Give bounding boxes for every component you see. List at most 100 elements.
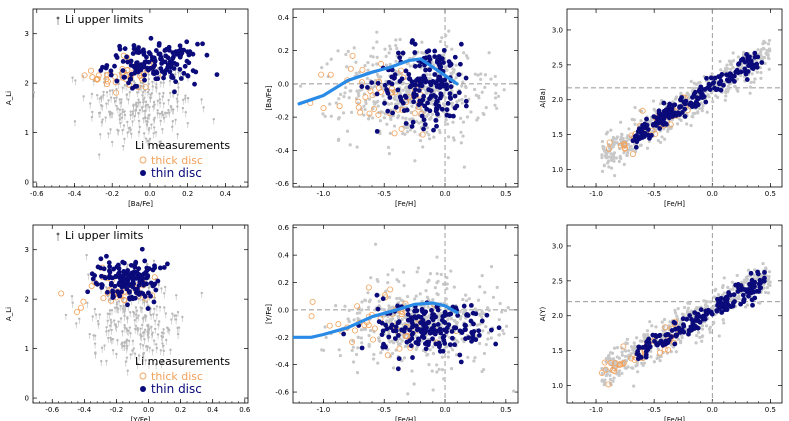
data-point-all <box>426 280 430 284</box>
upper-limit-point <box>110 338 113 341</box>
upper-limit-point <box>147 88 151 91</box>
plot-frame <box>566 224 783 404</box>
data-point-all <box>528 310 531 313</box>
data-point-thin-disc <box>386 334 392 340</box>
data-point-thin-disc <box>704 75 709 81</box>
data-point-all <box>404 116 408 121</box>
upper-limit-point <box>105 325 108 329</box>
data-point-thick-disc <box>370 106 377 113</box>
data-point-thin-disc <box>738 301 744 307</box>
data-point-thin-disc <box>369 80 375 86</box>
data-point-all <box>600 169 605 173</box>
data-point-thin-disc <box>633 144 639 150</box>
x-axis-label: [Fe/H] <box>664 200 685 208</box>
data-point-thin-disc <box>125 59 131 65</box>
data-point-all <box>393 94 397 99</box>
data-point-all <box>425 315 429 319</box>
data-point-thin-disc <box>421 322 426 328</box>
upper-limit-point <box>145 123 149 126</box>
upper-limit-point <box>147 78 150 81</box>
data-point-all <box>425 126 430 130</box>
data-point-thin-disc <box>106 275 112 281</box>
data-point-thin-disc <box>397 55 403 60</box>
data-point-all <box>766 53 770 57</box>
data-point-thin-disc <box>442 320 448 325</box>
data-point-thin-disc <box>728 72 734 77</box>
upper-limit-point <box>118 108 122 111</box>
data-point-all <box>532 294 535 297</box>
upper-limit-point <box>123 137 126 141</box>
data-point-all <box>459 141 463 145</box>
legend-upper-limits-label: Li upper limits <box>65 13 144 26</box>
data-point-all <box>442 53 446 57</box>
data-point-all <box>680 336 684 340</box>
panel-bottom-left: -0.6 -0.4 -0.2 0.0 0.2 0.4 0.60123[Y/Fe]A_LiLi… <box>5 224 251 421</box>
data-point-all <box>701 334 705 338</box>
plot-frame <box>32 8 249 188</box>
data-point-all <box>476 94 481 98</box>
upper-limit-point <box>148 346 151 350</box>
data-point-all <box>604 373 608 378</box>
upper-limit-point <box>160 331 164 334</box>
data-point-all <box>459 130 463 134</box>
data-point-thin-disc <box>671 103 676 108</box>
data-point-all <box>489 336 493 340</box>
data-point-all <box>735 273 739 278</box>
data-point-all <box>364 101 368 106</box>
data-point-all <box>762 39 766 43</box>
data-point-all <box>371 116 375 120</box>
data-point-all <box>363 107 367 112</box>
data-point-thick-disc <box>665 346 672 353</box>
upper-limit-point <box>98 313 101 316</box>
data-point-thick-disc <box>100 295 107 302</box>
data-point-thin-disc <box>174 50 179 56</box>
data-point-thin-disc <box>749 65 755 71</box>
data-point-all <box>458 310 462 314</box>
data-point-all <box>446 135 451 139</box>
y-tick-label: -0.2 <box>275 114 289 122</box>
upper-limit-point <box>146 91 150 94</box>
upper-limit-point <box>162 81 165 84</box>
upper-limit-point <box>135 309 139 312</box>
data-point-all <box>371 357 376 361</box>
data-point-thin-disc <box>413 78 419 84</box>
data-point-all <box>362 113 366 117</box>
upper-limit-point <box>135 104 139 107</box>
data-point-thin-disc <box>159 69 165 74</box>
data-point-thin-disc <box>383 344 388 350</box>
data-point-thin-disc <box>393 104 399 110</box>
data-point-thin-disc <box>758 285 764 291</box>
data-point-thin-disc <box>708 75 714 81</box>
data-point-all <box>436 89 440 93</box>
data-point-all <box>612 346 617 350</box>
data-point-all <box>420 40 424 44</box>
data-point-thin-disc <box>742 66 748 72</box>
data-point-thin-disc <box>718 295 724 301</box>
data-point-thin-disc <box>108 282 114 288</box>
data-point-all <box>692 81 696 85</box>
upper-limit-point <box>105 359 108 363</box>
data-point-thin-disc <box>409 124 415 129</box>
upper-limit-point <box>112 319 116 322</box>
data-point-thin-disc <box>706 81 712 87</box>
upper-limit-point <box>98 111 102 114</box>
data-point-thin-disc <box>448 62 454 68</box>
upper-limit-point <box>132 104 135 108</box>
upper-limit-point <box>33 91 36 94</box>
data-point-thin-disc <box>450 335 455 341</box>
data-point-thin-disc <box>130 85 135 91</box>
data-point-thin-disc <box>435 57 440 63</box>
data-point-thin-disc <box>385 108 391 114</box>
data-point-all <box>617 373 621 377</box>
data-point-all <box>397 279 401 284</box>
y-tick-label: 2.0 <box>552 312 563 320</box>
upper-limit-point <box>176 93 179 96</box>
data-point-all <box>376 104 380 108</box>
data-point-all <box>729 67 733 71</box>
data-point-thin-disc <box>643 352 649 358</box>
data-point-all <box>498 301 502 306</box>
y-tick-label: 1.0 <box>552 382 563 390</box>
data-point-all <box>382 308 387 312</box>
data-point-thin-disc <box>454 103 460 109</box>
upper-limit-point <box>161 342 164 345</box>
